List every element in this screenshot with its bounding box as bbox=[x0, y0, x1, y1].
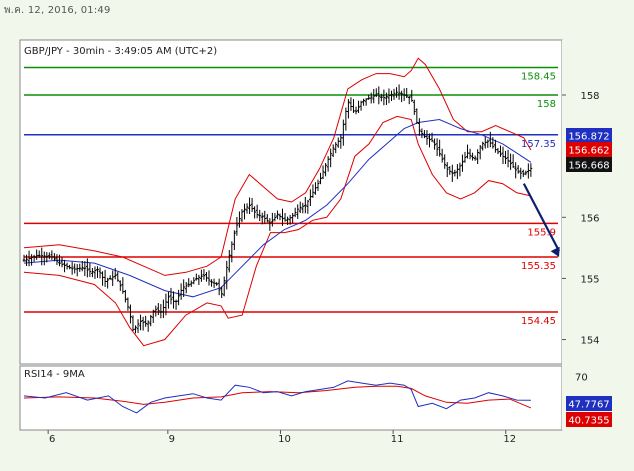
moving-average bbox=[23, 118, 532, 298]
x-tick-label: 9 bbox=[169, 434, 175, 445]
rsi-badge bbox=[566, 412, 612, 427]
lower-band-line bbox=[23, 115, 532, 347]
arrow-head bbox=[550, 246, 560, 258]
rsi-lines bbox=[23, 380, 532, 414]
rsi-title: RSI14 - 9MA bbox=[24, 369, 85, 380]
level-lines: 158.45 158 157.35 155.9 155.35 154.45 bbox=[24, 66, 558, 327]
price-badge-label: 156.662 bbox=[568, 146, 609, 157]
y-tick-label: 156 bbox=[580, 213, 599, 224]
price-badges: 156.872 156.662 156.668 47.7767 40.7355 bbox=[566, 128, 612, 427]
rsi-badge bbox=[566, 396, 612, 411]
candlesticks bbox=[22, 84, 533, 334]
price-badge-label: 156.668 bbox=[568, 161, 609, 172]
rsi-panel bbox=[19, 365, 563, 431]
moving-average-line bbox=[23, 118, 532, 298]
price-badge bbox=[566, 157, 612, 172]
bollinger-bands bbox=[23, 57, 532, 347]
x-tick-label: 11 bbox=[391, 434, 404, 445]
price-badge bbox=[566, 142, 612, 157]
level-label: 158.45 bbox=[521, 72, 556, 83]
y-tick-label: 155 bbox=[580, 274, 599, 285]
rsi-badge-label: 40.7355 bbox=[568, 416, 609, 427]
y-tick-label: 158 bbox=[580, 91, 599, 102]
x-axis-ticks: 6 9 10 11 12 bbox=[47, 430, 516, 445]
level-label: 158 bbox=[537, 99, 556, 110]
x-tick-label: 12 bbox=[503, 434, 516, 445]
level-label: 154.45 bbox=[521, 316, 556, 327]
price-badge-label: 156.872 bbox=[568, 132, 609, 143]
forecast-arrow bbox=[522, 183, 561, 258]
x-tick-label: 6 bbox=[49, 434, 55, 445]
chart-title: GBP/JPY - 30min - 3:49:05 AM (UTC+2) bbox=[24, 46, 217, 57]
x-tick-label: 10 bbox=[278, 434, 291, 445]
arrow-shaft bbox=[522, 183, 561, 252]
price-badge bbox=[566, 128, 612, 143]
level-label: 157.35 bbox=[521, 139, 556, 150]
y-axis-strip bbox=[562, 40, 614, 430]
level-label: 155.9 bbox=[527, 227, 556, 238]
upper-band-line bbox=[23, 57, 532, 276]
rsi-line bbox=[23, 380, 531, 414]
datestamp: พ.ค. 12, 2016, 01:49 bbox=[4, 5, 111, 16]
rsi-tick-label: 70 bbox=[575, 373, 588, 384]
level-label: 155.35 bbox=[521, 261, 556, 272]
y-tick-label: 154 bbox=[580, 336, 599, 347]
y-axis-ticks: 154 155 156 158 70 bbox=[562, 91, 600, 384]
rsi-badge-label: 47.7767 bbox=[568, 400, 609, 411]
